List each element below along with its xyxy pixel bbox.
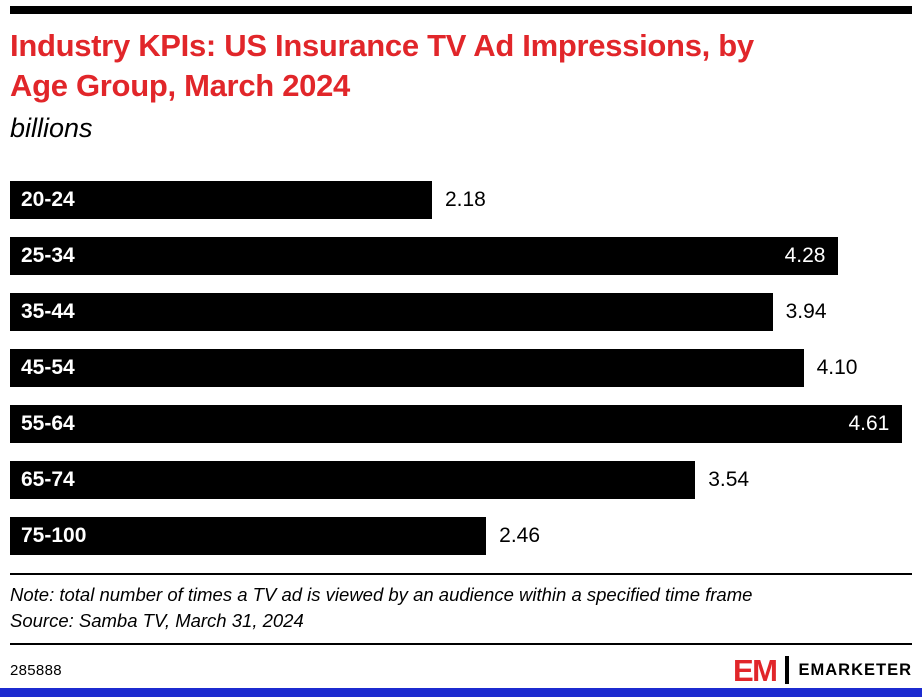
bar-value-label: 3.54 — [708, 468, 750, 491]
chart-rows: 20-24 2.18 25-34 4.28 35-44 3.94 45-54 4.10 55-6… — [10, 181, 912, 555]
bar-65-74: 65-74 — [10, 461, 696, 499]
chart-title-line-1: Industry KPIs: US Insurance TV Ad Impres… — [10, 28, 754, 63]
bar-category-label: 20-24 — [21, 188, 75, 211]
chart-subtitle: billions — [10, 113, 93, 143]
bar-75-100: 75-100 — [10, 517, 487, 555]
emarketer-logo: EM EMARKETER — [733, 655, 912, 686]
note-divider — [10, 573, 912, 575]
bar-value-label: 4.10 — [816, 356, 858, 379]
bar-category-label: 35-44 — [21, 300, 75, 323]
chart-note: Note: total number of times a TV ad is v… — [10, 584, 753, 605]
bar-20-24: 20-24 — [10, 181, 432, 219]
bar-category-label: 75-100 — [21, 524, 87, 547]
note-block: Note: total number of times a TV ad is v… — [10, 582, 912, 634]
bar-55-64: 55-64 4.61 — [10, 405, 903, 443]
brand-name: EMARKETER — [798, 660, 912, 679]
bar-value-label: 4.61 — [848, 412, 890, 435]
chart-id: 285888 — [10, 661, 62, 679]
chart-title-line-2: Age Group, March 2024 — [10, 68, 350, 103]
bar-category-label: 65-74 — [21, 468, 75, 491]
bar-value-label: 2.46 — [499, 524, 541, 547]
bar-value-label: 3.94 — [785, 300, 827, 323]
bar-row: 20-24 2.18 — [10, 181, 912, 219]
bar-category-label: 45-54 — [21, 356, 75, 379]
bar-row: 35-44 3.94 — [10, 293, 912, 331]
chart-source: Source: Samba TV, March 31, 2024 — [10, 610, 304, 631]
footer: 285888 EM EMARKETER — [10, 652, 912, 688]
bar-row: 55-64 4.61 — [10, 405, 912, 443]
logo-separator — [785, 656, 790, 684]
bar-45-54: 45-54 — [10, 349, 804, 387]
bar-row: 75-100 2.46 — [10, 517, 912, 555]
bar-row: 45-54 4.10 — [10, 349, 912, 387]
bar-row: 65-74 3.54 — [10, 461, 912, 499]
bar-category-label: 55-64 — [21, 412, 75, 435]
bar-chart: 20-24 2.18 25-34 4.28 35-44 3.94 45-54 4.10 55-6… — [10, 181, 912, 555]
footer-divider — [10, 643, 912, 645]
bar-value-label: 2.18 — [444, 188, 486, 211]
bar-category-label: 25-34 — [21, 244, 75, 267]
bar-value-label: 4.28 — [784, 244, 826, 267]
bar-25-34: 25-34 4.28 — [10, 237, 839, 275]
bar-35-44: 35-44 — [10, 293, 773, 331]
top-rule — [10, 6, 912, 14]
chart-title: Industry KPIs: US Insurance TV Ad Impres… — [10, 26, 912, 106]
bottom-accent-bar — [0, 688, 922, 697]
bar-row: 25-34 4.28 — [10, 237, 912, 275]
em-logo-icon: EM — [732, 652, 778, 688]
